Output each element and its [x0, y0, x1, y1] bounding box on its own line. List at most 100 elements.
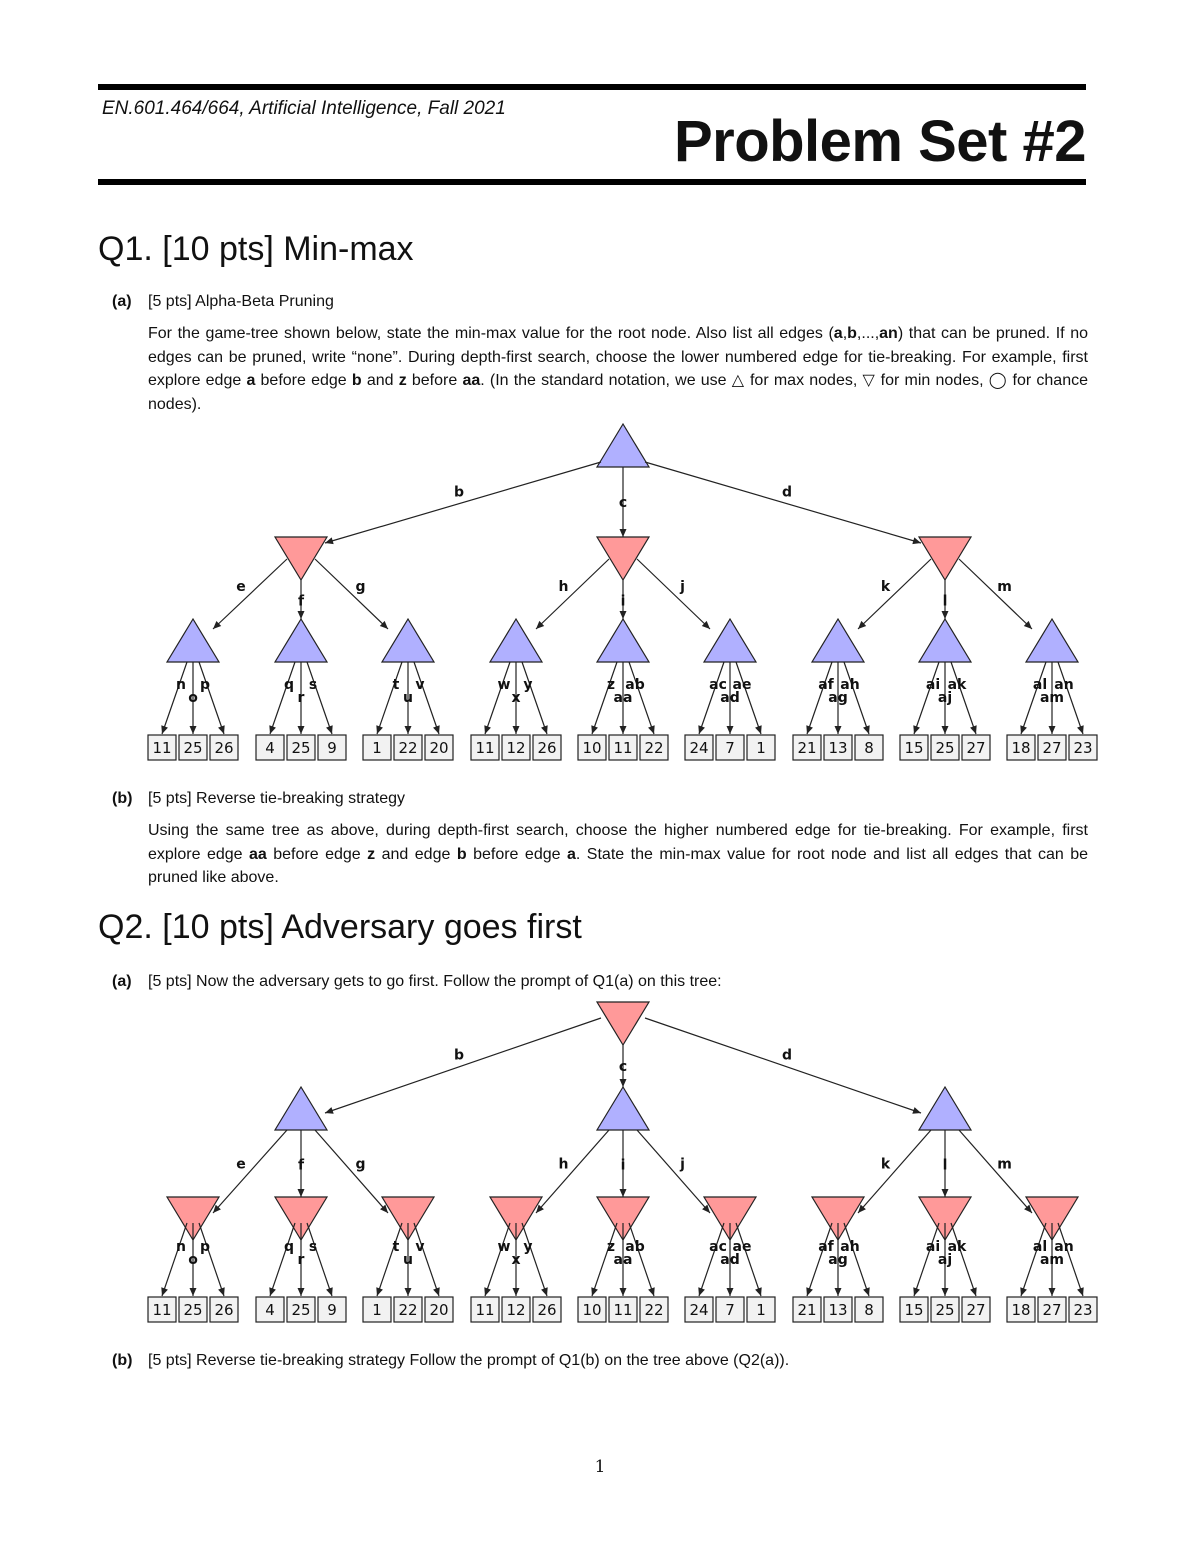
leaf-value: 9 [327, 739, 337, 757]
arrowhead-icon [512, 726, 520, 734]
arrowhead-icon [970, 1287, 977, 1296]
leaf-node [501, 734, 531, 761]
q2a-label: (a) [112, 973, 132, 990]
tree-edge [913, 661, 940, 735]
edge-label: f [298, 594, 305, 610]
arrowhead-icon [941, 1189, 949, 1197]
leaf-value: 24 [689, 1301, 708, 1319]
edge-label: z [607, 677, 615, 693]
tree-edge [636, 558, 711, 630]
leaf-value: 7 [725, 1301, 735, 1319]
tree-edge [857, 1129, 932, 1214]
arrowhead-icon [591, 725, 598, 734]
leaf-value: 25 [935, 739, 954, 757]
leaf-value: 21 [797, 739, 816, 757]
max-node-icon [595, 422, 651, 468]
leaf-node [684, 1296, 714, 1323]
leaf-node [792, 734, 822, 761]
leaf-node [255, 1296, 285, 1323]
edge-label: s [309, 1239, 317, 1255]
arrowhead-icon [404, 726, 412, 734]
edge-label: ab [625, 677, 644, 693]
edge-label: c [619, 495, 627, 511]
arrowhead-icon [218, 725, 225, 734]
leaf-value: 22 [644, 1301, 663, 1319]
arrowhead-icon [326, 725, 333, 734]
edge-label: ac [709, 677, 727, 693]
leaf-node [823, 1296, 853, 1323]
edge-label: h [559, 579, 569, 595]
leaf-node [639, 734, 669, 761]
tree-edge [161, 1222, 188, 1297]
arrowhead-icon [541, 725, 548, 734]
q2b-title: (b) [5 pts] Reverse tie-breaking strategy… [112, 1352, 789, 1370]
leaf-value: 26 [537, 739, 556, 757]
edge-label: w [498, 1239, 511, 1255]
arrowhead-icon [698, 1287, 705, 1296]
q1-game-tree: b c d e f g h i j k l m n 11 o 25 p 26 q 4 r 25 s 9 t 1 u 22 v 20 w 11 x… [147, 422, 1098, 761]
edge-label: e [236, 1157, 246, 1173]
leaf-value: 20 [429, 1301, 448, 1319]
tree-edge [644, 461, 922, 544]
tree-edge [636, 1129, 711, 1214]
arrowhead-icon [858, 620, 867, 629]
edge-label: ai [926, 1239, 940, 1255]
leaf-node [532, 734, 562, 761]
q2-heading: Q2. [10 pts] Adversary goes first [98, 908, 582, 946]
leaf-value: 23 [1073, 739, 1092, 757]
arrowhead-icon [1077, 1287, 1084, 1296]
min-node-icon [917, 1196, 973, 1242]
leaf-value: 25 [183, 739, 202, 757]
leaf-value: 11 [613, 1301, 632, 1319]
leaf-value: 1 [372, 1301, 382, 1319]
tree-edge [212, 1129, 288, 1214]
tree-edge [806, 1222, 833, 1297]
tree-edge [198, 1222, 225, 1297]
leaf-node [424, 734, 454, 761]
leaf-node [961, 1296, 991, 1323]
edge-label: am [1040, 1252, 1064, 1268]
max-node-icon [488, 617, 544, 663]
tree-edge [269, 661, 296, 735]
edge-label: aa [614, 1252, 633, 1268]
arrowhead-icon [834, 726, 842, 734]
leaf-value: 9 [327, 1301, 337, 1319]
edge-label: u [403, 690, 413, 706]
arrowhead-icon [379, 620, 388, 629]
edge-label: i [621, 1158, 626, 1174]
leaf-node [823, 734, 853, 761]
problem-set-title: Problem Set #2 [673, 109, 1087, 174]
edge-label: aj [938, 690, 952, 706]
leaf-node [424, 1296, 454, 1323]
edge-label: l [943, 1158, 948, 1174]
leaf-node [255, 734, 285, 761]
edge-label: h [559, 1157, 569, 1173]
edge-label: ab [625, 1239, 644, 1255]
tree-edge [521, 1222, 548, 1297]
arrowhead-icon [213, 1204, 221, 1213]
edge-label: u [403, 1252, 413, 1268]
arrowhead-icon [591, 1287, 598, 1296]
edge-label: x [511, 690, 520, 706]
tree-edge [314, 558, 389, 630]
edge-label: t [393, 1239, 400, 1255]
leaf-value: 25 [291, 739, 310, 757]
arrowhead-icon [269, 1287, 276, 1296]
leaf-value: 25 [183, 1301, 202, 1319]
edge-label: ah [840, 677, 859, 693]
arrowhead-icon [834, 1288, 842, 1296]
edge-label: z [607, 1239, 615, 1255]
tree-edge [843, 1222, 870, 1297]
leaf-node [209, 1296, 239, 1323]
tree-edge [628, 1222, 655, 1297]
arrowhead-icon [1020, 725, 1027, 734]
arrowhead-icon [161, 1287, 168, 1296]
leaf-node [178, 734, 208, 761]
arrowhead-icon [484, 725, 491, 734]
leaf-node [532, 1296, 562, 1323]
arrowhead-icon [619, 1288, 627, 1296]
edge-label: b [454, 1048, 464, 1064]
leaf-node [1006, 1296, 1036, 1323]
leaf-node [1068, 1296, 1098, 1323]
leaf-value: 25 [291, 1301, 310, 1319]
